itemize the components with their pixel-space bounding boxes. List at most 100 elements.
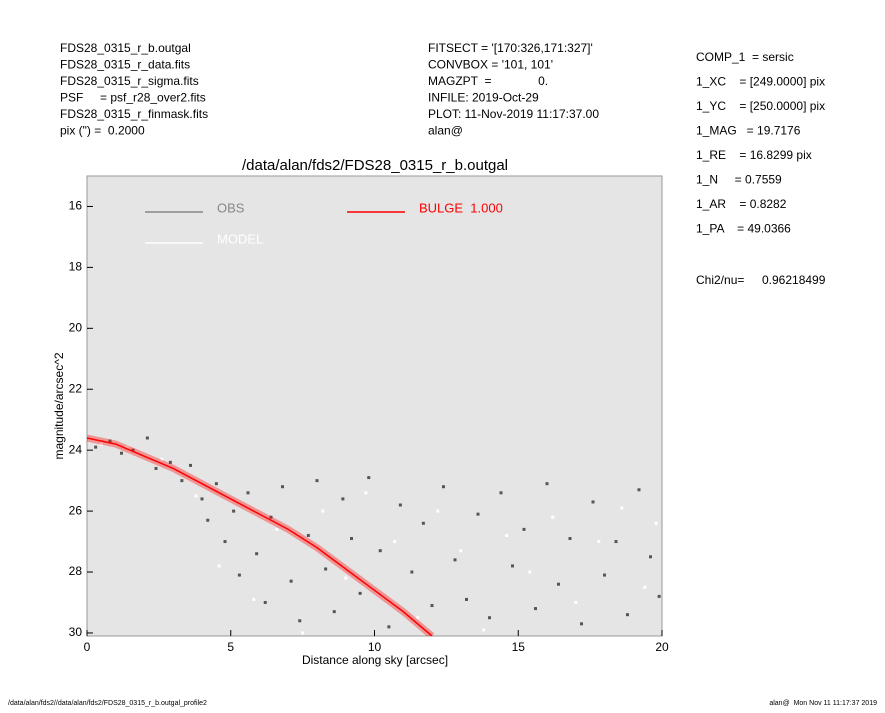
- header-left-line: pix (") = 0.2000: [60, 124, 145, 138]
- data-point: [637, 488, 641, 492]
- data-point: [289, 579, 293, 583]
- data-point: [298, 619, 302, 623]
- data-point: [522, 527, 526, 531]
- data-point: [580, 622, 583, 626]
- data-point: [223, 540, 227, 544]
- data-point: [430, 604, 434, 608]
- header-left-line: PSF = psf_r28_over2.fits: [60, 91, 206, 105]
- data-point: [306, 533, 310, 537]
- data-point: [200, 497, 204, 501]
- legend-label: MODEL: [217, 231, 263, 246]
- chi2-label: Chi2/nu=: [696, 273, 744, 287]
- y-tick-label: 28: [69, 564, 83, 578]
- data-point: [120, 451, 123, 455]
- footer-path: /data/alan/fds2//data/alan/fds2/FDS28_03…: [8, 700, 207, 707]
- data-point: [534, 607, 537, 611]
- data-point: [94, 445, 98, 449]
- data-point: [453, 558, 457, 562]
- data-point: [301, 631, 305, 635]
- data-point: [237, 573, 241, 577]
- header-right-line: 1_N = 0.7559: [696, 173, 782, 187]
- legend-label: OBS: [217, 200, 245, 215]
- data-point: [465, 597, 468, 601]
- data-point: [568, 537, 572, 541]
- x-tick-label: 10: [368, 640, 382, 654]
- header-left-line: FDS28_0315_r_data.fits: [60, 58, 190, 72]
- data-point: [154, 466, 158, 470]
- data-point: [131, 448, 135, 452]
- data-point: [597, 540, 601, 544]
- y-tick-label: 22: [69, 381, 83, 395]
- x-tick-label: 5: [227, 640, 234, 654]
- data-point: [398, 503, 402, 507]
- data-point: [160, 457, 164, 461]
- data-point: [217, 564, 221, 568]
- header-middle-line: CONVBOX = '101, 101': [428, 58, 553, 72]
- header-middle-line: FITSECT = '[170:326,171:327]': [428, 41, 593, 55]
- data-point: [557, 582, 560, 586]
- y-tick-label: 30: [69, 625, 83, 639]
- data-point: [649, 555, 652, 559]
- data-point: [315, 479, 319, 483]
- data-point: [511, 564, 514, 568]
- chart-title: /data/alan/fds2/FDS28_0315_r_b.outgal: [242, 157, 508, 174]
- data-point: [603, 573, 606, 577]
- data-point: [125, 445, 129, 449]
- header-right-line: COMP_1 = sersic: [696, 50, 794, 64]
- data-point: [387, 625, 391, 629]
- data-point: [367, 476, 371, 480]
- data-point: [189, 463, 192, 467]
- data-point: [214, 482, 218, 486]
- header-middle-line: MAGZPT = 0.: [428, 74, 548, 88]
- plot-marks: [87, 434, 661, 636]
- y-tick-label: 26: [69, 503, 83, 517]
- data-point: [436, 509, 440, 513]
- header-right-line: 1_XC = [249.0000] pix: [696, 75, 825, 89]
- y-tick-label: 18: [69, 260, 83, 274]
- data-point: [252, 597, 256, 601]
- data-point: [358, 591, 362, 595]
- data-point: [108, 439, 112, 443]
- data-point: [99, 442, 103, 446]
- data-point: [488, 616, 491, 620]
- chi2-value: 0.96218499: [762, 273, 826, 287]
- data-point: [378, 549, 382, 553]
- data-point: [442, 485, 445, 489]
- data-point: [281, 485, 284, 489]
- data-point: [344, 576, 348, 580]
- data-point: [528, 570, 532, 574]
- data-point: [626, 613, 629, 617]
- data-point: [332, 610, 336, 614]
- header-middle-line: alan@: [428, 124, 463, 138]
- data-point: [275, 527, 279, 531]
- data-point: [364, 491, 368, 495]
- data-point: [591, 500, 595, 504]
- data-point: [269, 515, 273, 519]
- data-point: [168, 460, 172, 464]
- data-point: [551, 515, 555, 519]
- header-middle-line: INFILE: 2019-Oct-29: [428, 91, 539, 105]
- header-right-line: 1_MAG = 19.7176: [696, 124, 801, 138]
- data-point: [321, 509, 325, 513]
- data-point: [232, 509, 236, 513]
- data-point: [499, 491, 503, 495]
- data-point: [180, 479, 184, 483]
- y-tick-label: 20: [69, 320, 83, 334]
- data-point: [341, 497, 345, 501]
- data-point: [545, 482, 549, 486]
- x-tick-label: 15: [512, 640, 526, 654]
- header-right-line: 1_AR = 0.8282: [696, 197, 787, 211]
- footer-date: alan@ Mon Nov 11 11:17:37 2019: [769, 700, 877, 707]
- data-point: [476, 512, 480, 516]
- header-left-line: FDS28_0315_r_b.outgal: [60, 41, 191, 55]
- data-point: [643, 585, 647, 589]
- data-point: [206, 518, 210, 522]
- data-point: [350, 537, 353, 541]
- data-point: [654, 521, 658, 525]
- data-point: [574, 600, 578, 604]
- header-left-line: FDS28_0315_r_finmask.fits: [60, 107, 208, 121]
- y-axis-label: magnitude/arcsec^2: [52, 352, 66, 459]
- legend-label: BULGE 1.000: [419, 200, 503, 215]
